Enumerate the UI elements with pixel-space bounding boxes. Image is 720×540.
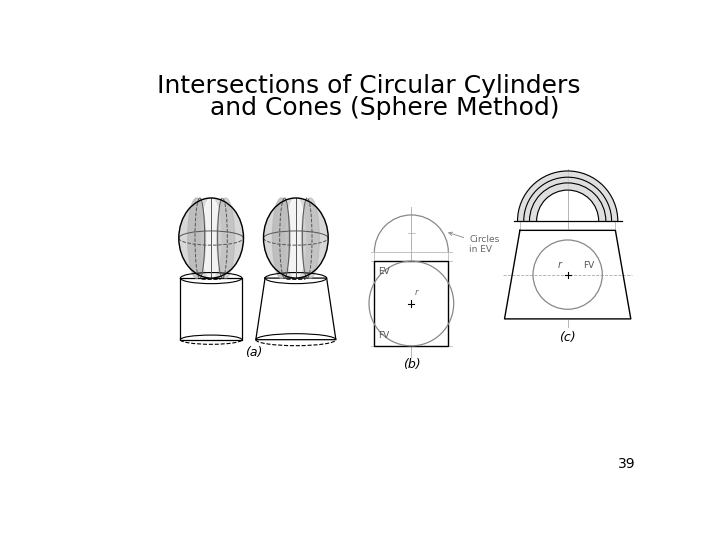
- Ellipse shape: [188, 198, 205, 278]
- Text: Circles
in EV: Circles in EV: [449, 232, 500, 254]
- Ellipse shape: [217, 198, 235, 278]
- Text: FV: FV: [584, 261, 595, 270]
- Text: r: r: [558, 260, 562, 270]
- Bar: [374, 261, 449, 346]
- Text: 39: 39: [618, 457, 636, 471]
- Text: and Cones (Sphere Method): and Cones (Sphere Method): [179, 96, 559, 119]
- Text: (b): (b): [402, 358, 420, 371]
- Polygon shape: [518, 171, 618, 221]
- Ellipse shape: [272, 198, 290, 278]
- Polygon shape: [180, 278, 242, 340]
- Ellipse shape: [264, 198, 328, 278]
- Ellipse shape: [179, 198, 243, 278]
- Polygon shape: [505, 231, 631, 319]
- Text: FV: FV: [378, 330, 390, 340]
- Text: (a): (a): [245, 346, 262, 359]
- Text: (c): (c): [559, 331, 576, 344]
- Ellipse shape: [286, 198, 305, 278]
- Ellipse shape: [202, 198, 221, 278]
- Polygon shape: [256, 278, 336, 340]
- Text: r: r: [415, 288, 419, 298]
- Ellipse shape: [302, 198, 319, 278]
- Text: Intersections of Circular Cylinders: Intersections of Circular Cylinders: [157, 74, 581, 98]
- Text: EV: EV: [378, 267, 390, 276]
